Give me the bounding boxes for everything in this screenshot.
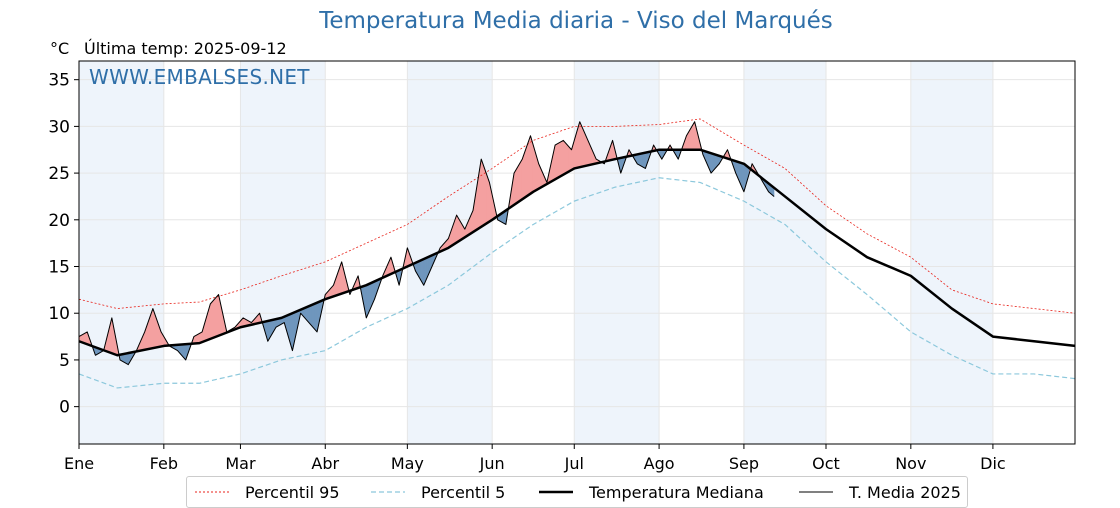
series-line-current	[78, 121, 775, 366]
month-band	[574, 61, 660, 444]
y-tick-label: 35	[48, 71, 70, 91]
fill-above-median	[215, 293, 219, 338]
y-tick-label: 20	[48, 211, 70, 231]
y-tick-label: 10	[48, 304, 70, 324]
fill-above-median	[513, 167, 518, 206]
fill-below-median	[639, 152, 643, 168]
month-band	[743, 61, 826, 444]
legend-label-p95: Percentil 95	[245, 483, 340, 502]
fill-above-median	[516, 162, 520, 204]
month-band	[407, 61, 493, 444]
legend-swatch-median	[539, 490, 573, 494]
legend-label-current: T. Media 2025	[849, 483, 961, 502]
x-tick-label: Oct	[812, 454, 840, 473]
legend-swatch-p95	[195, 491, 229, 493]
y-tick-label: 25	[48, 164, 70, 184]
y-tick-label: 15	[48, 258, 70, 278]
month-band	[79, 61, 164, 444]
x-tick-label: Sep	[729, 454, 759, 473]
y-tick-label: 5	[59, 351, 70, 371]
fill-above-median	[563, 139, 567, 176]
legend-label-p5: Percentil 5	[421, 483, 506, 502]
x-tick-label: Nov	[895, 454, 926, 473]
fill-below-median	[314, 302, 318, 333]
fill-below-median	[311, 303, 315, 330]
chart-title: Temperatura Media diaria - Viso del Marq…	[319, 8, 833, 34]
y-tick-label: 30	[48, 117, 70, 137]
fill-above-median	[480, 158, 485, 228]
series-line-median	[78, 148, 1076, 357]
fill-above-median	[560, 139, 564, 177]
plot-frame	[78, 60, 1076, 445]
x-tick-label: Ago	[644, 454, 675, 473]
last-temp-label: Última temp: 2025-09-12	[84, 39, 287, 58]
series-line-p5	[78, 177, 1076, 389]
unit-label: °C	[50, 39, 70, 58]
fill-below-median	[642, 152, 646, 169]
fill-above-median	[579, 121, 583, 168]
x-tick-label: Abr	[311, 454, 339, 473]
legend-swatch-p5	[371, 491, 405, 493]
fill-above-median	[554, 143, 559, 180]
series-line-p95	[78, 118, 1076, 314]
legend: Percentil 95 Percentil 5 Temperatura Med…	[186, 476, 968, 508]
fill-above-median	[483, 166, 488, 226]
fill-above-median	[519, 157, 523, 202]
fill-above-median	[210, 299, 214, 340]
fill-above-median	[527, 135, 531, 197]
x-tick-label: Feb	[150, 454, 178, 473]
legend-swatch-current	[799, 491, 833, 493]
x-tick-label: Jun	[479, 454, 505, 473]
month-band	[240, 61, 326, 444]
fill-above-median	[557, 141, 561, 179]
x-tick-label: May	[391, 454, 424, 473]
month-band	[910, 61, 993, 444]
legend-label-median: Temperatura Mediana	[589, 483, 764, 502]
fill-above-median	[565, 142, 570, 174]
x-tick-label: Mar	[225, 454, 256, 473]
x-tick-label: Jul	[564, 454, 584, 473]
fill-above-median	[568, 145, 572, 173]
fill-above-median	[212, 296, 217, 339]
x-tick-label: Ene	[64, 454, 94, 473]
y-tick-label: 0	[59, 398, 70, 418]
watermark-text: WWW.EMBALSES.NET	[89, 65, 310, 89]
x-tick-label: Dic	[980, 454, 1006, 473]
